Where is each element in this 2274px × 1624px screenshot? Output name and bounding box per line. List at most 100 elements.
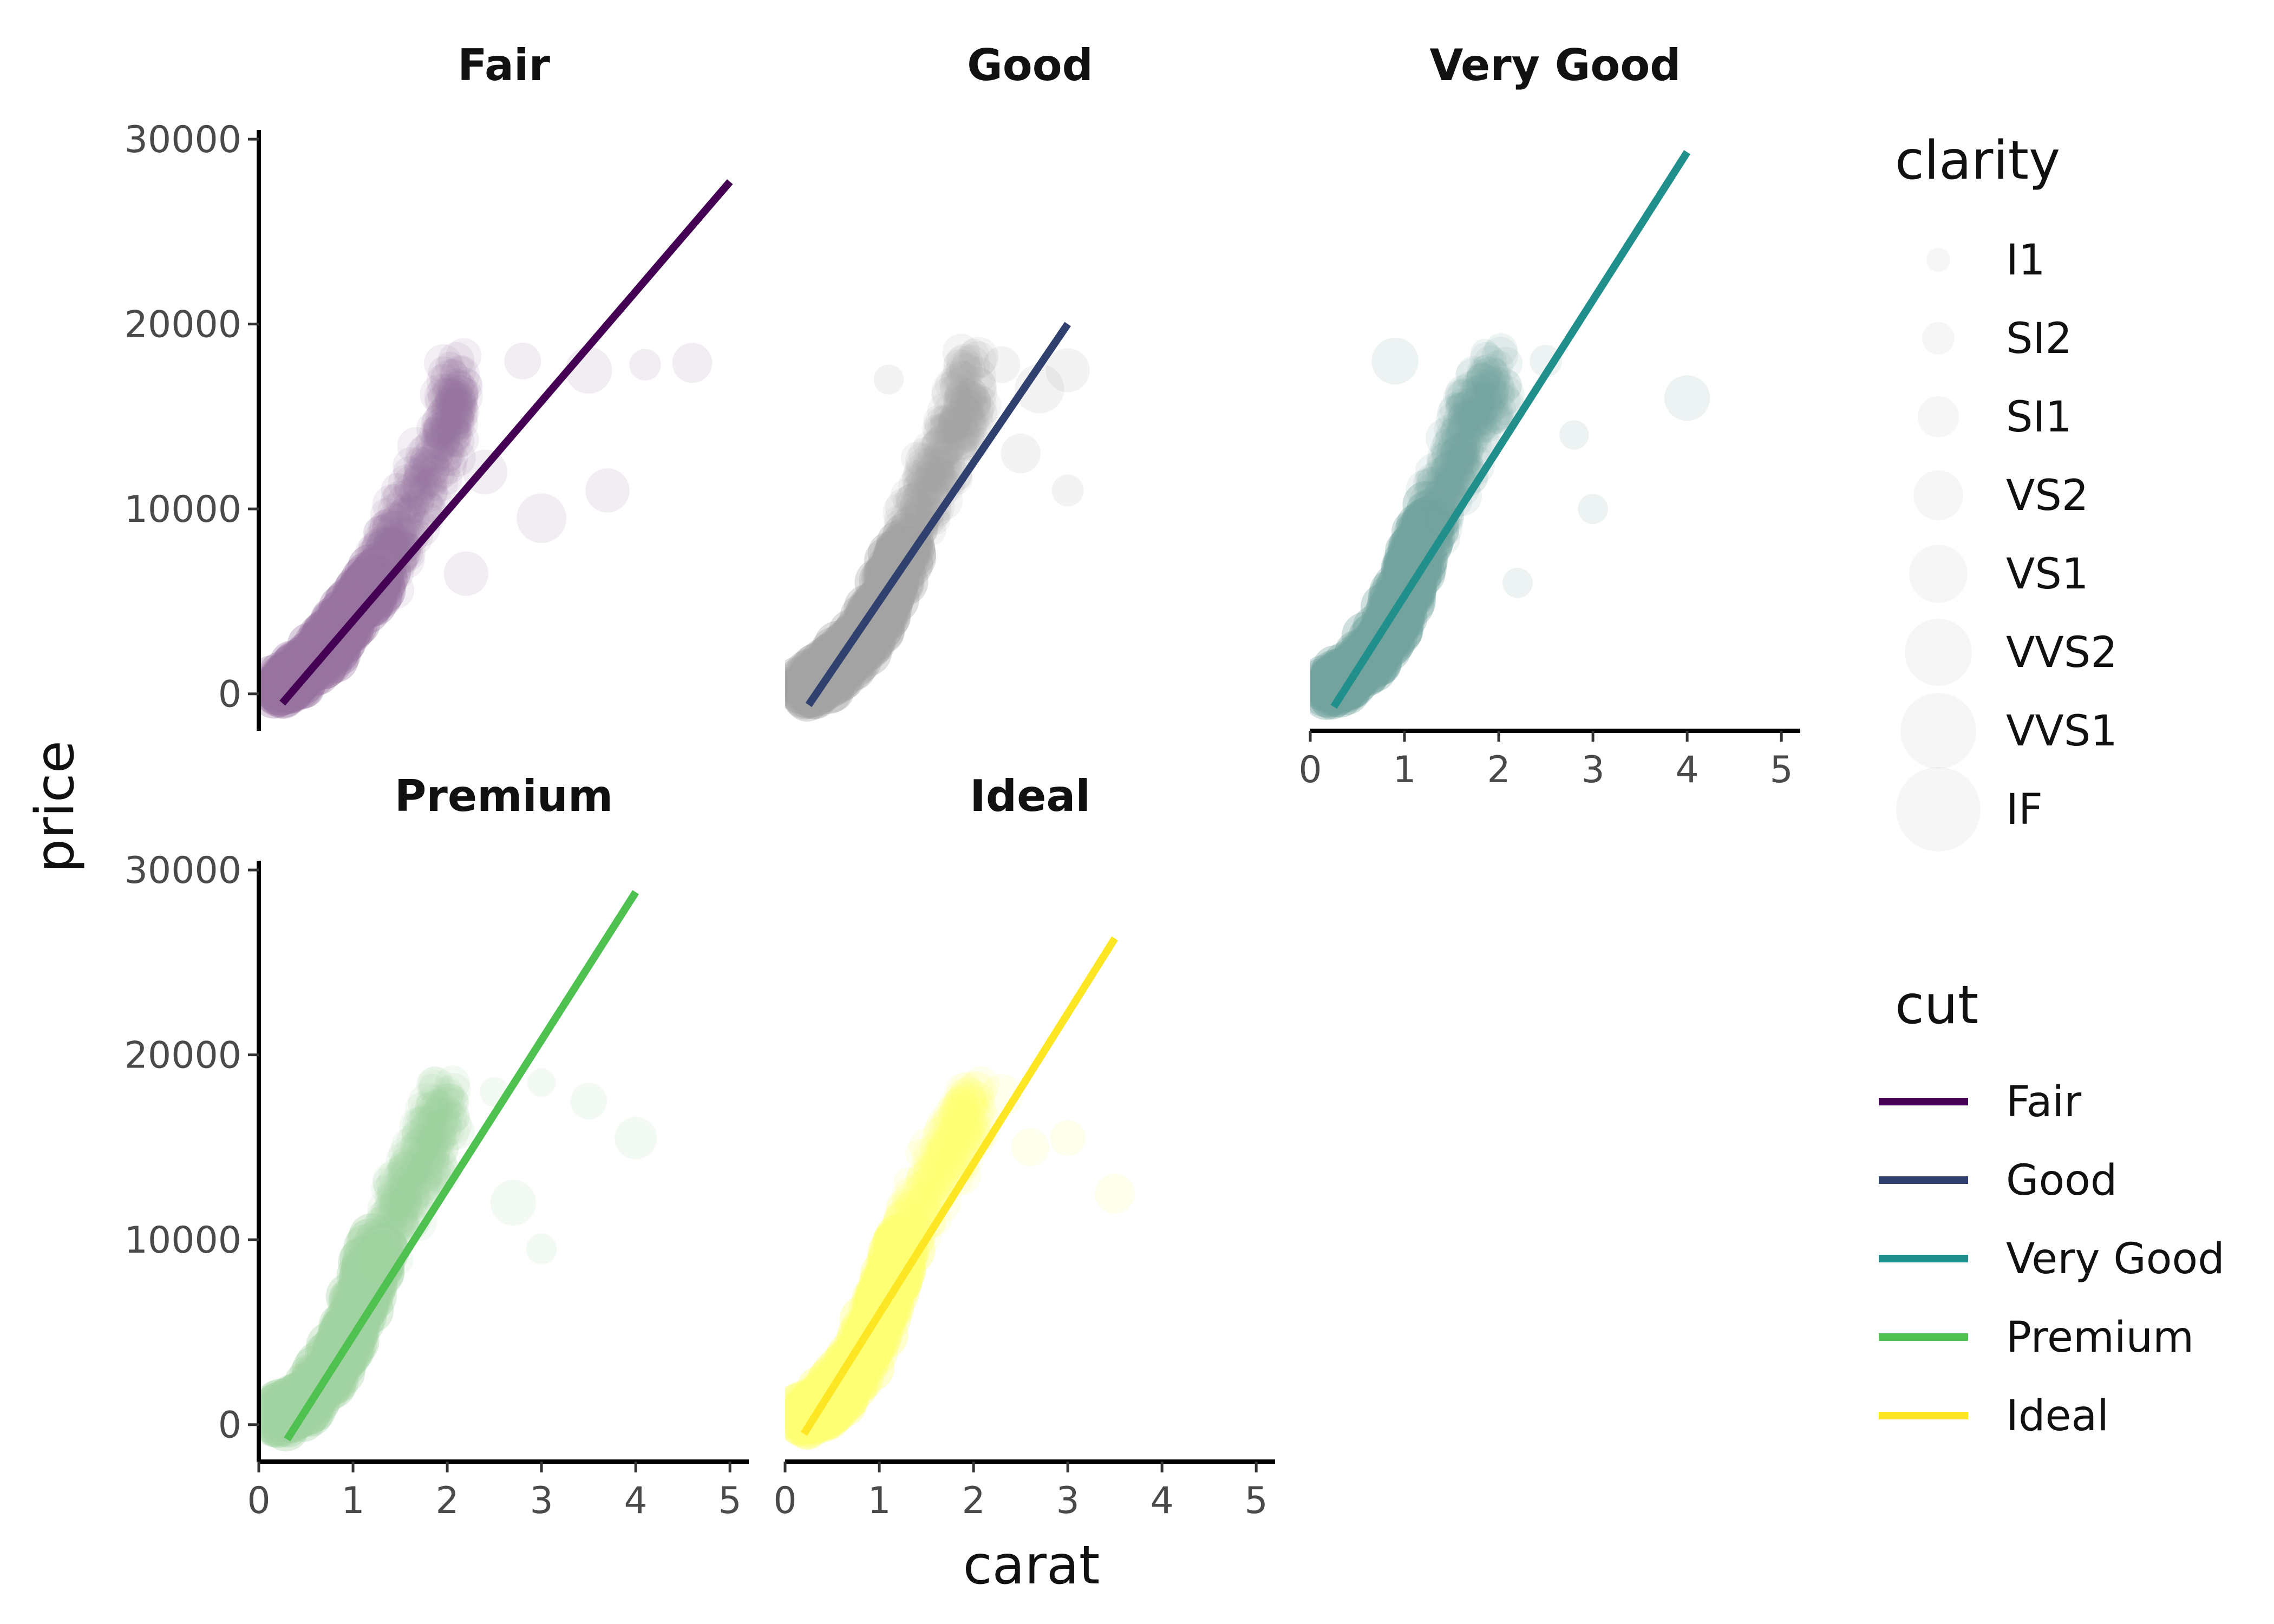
- y-tick-label: 0: [218, 1404, 241, 1447]
- point: [957, 1097, 994, 1134]
- point: [942, 1091, 977, 1127]
- point: [331, 585, 376, 630]
- point: [944, 427, 978, 460]
- point: [866, 1259, 910, 1304]
- point: [907, 1154, 945, 1191]
- point: [409, 1132, 440, 1162]
- point: [922, 456, 958, 493]
- point: [849, 610, 889, 650]
- point: [430, 1083, 460, 1112]
- point: [935, 420, 968, 452]
- point: [399, 1106, 438, 1146]
- point: [359, 574, 403, 618]
- point: [814, 620, 862, 670]
- point: [801, 654, 839, 692]
- point: [1427, 441, 1467, 481]
- point: [318, 601, 364, 648]
- point: [273, 653, 315, 695]
- point: [793, 642, 844, 692]
- point: [929, 1132, 958, 1161]
- point: [903, 470, 934, 501]
- legend-item-clarity: VVS1: [2006, 707, 2118, 756]
- point: [915, 459, 946, 491]
- point: [369, 514, 401, 546]
- point: [422, 434, 454, 466]
- point: [426, 363, 461, 398]
- point: [922, 428, 953, 459]
- point: [938, 407, 971, 439]
- point: [962, 386, 1002, 426]
- point: [1468, 384, 1508, 424]
- point: [850, 1325, 892, 1367]
- x-tick-label: 5: [718, 1479, 742, 1522]
- point: [905, 1161, 945, 1200]
- point: [355, 1229, 395, 1269]
- point: [940, 414, 981, 455]
- point: [936, 412, 970, 447]
- point: [1373, 562, 1421, 611]
- point: [424, 1122, 456, 1154]
- point: [426, 1110, 458, 1142]
- x-tick-label: 3: [1581, 749, 1604, 791]
- point: [393, 464, 433, 504]
- point: [948, 1110, 978, 1141]
- point: [369, 524, 398, 554]
- point: [273, 653, 320, 700]
- point: [322, 619, 367, 665]
- point: [268, 1402, 310, 1443]
- point: [947, 1099, 988, 1141]
- point: [813, 653, 863, 703]
- point: [870, 574, 920, 624]
- point: [940, 1128, 971, 1158]
- point: [297, 618, 344, 665]
- point: [876, 1213, 924, 1261]
- point: [1377, 603, 1420, 646]
- point: [305, 623, 344, 662]
- point: [424, 1091, 461, 1128]
- point: [296, 1359, 336, 1399]
- point: [865, 549, 911, 597]
- point: [879, 1225, 919, 1266]
- point: [385, 1155, 416, 1186]
- point: [946, 1117, 983, 1155]
- point: [811, 626, 859, 675]
- point: [269, 657, 315, 704]
- point: [866, 1259, 911, 1305]
- point: [1424, 496, 1465, 536]
- point: [1455, 435, 1484, 464]
- point: [346, 557, 385, 597]
- point: [1431, 441, 1465, 474]
- point: [1434, 458, 1475, 499]
- point: [393, 492, 422, 521]
- point: [912, 1136, 946, 1170]
- point: [315, 1324, 359, 1368]
- point: [1401, 499, 1445, 543]
- point: [1452, 401, 1486, 435]
- point: [919, 457, 956, 494]
- point: [379, 1187, 421, 1228]
- point: [1357, 636, 1397, 676]
- point: [358, 556, 403, 600]
- point: [269, 655, 317, 703]
- point: [867, 1254, 915, 1302]
- point: [1440, 437, 1479, 476]
- point: [1357, 628, 1401, 672]
- point: [854, 557, 905, 607]
- point: [1460, 387, 1495, 422]
- point: [1395, 575, 1436, 617]
- point: [896, 483, 926, 515]
- point: [434, 435, 464, 466]
- point: [1420, 498, 1452, 531]
- point: [415, 1155, 450, 1191]
- point: [950, 389, 984, 423]
- point: [259, 1394, 299, 1438]
- point: [401, 1119, 430, 1148]
- point: [848, 1322, 891, 1365]
- point: [1409, 481, 1449, 522]
- point: [946, 1118, 986, 1158]
- point: [380, 505, 412, 537]
- point: [407, 1106, 446, 1145]
- point: [1447, 442, 1476, 471]
- point: [1401, 497, 1450, 546]
- point: [918, 448, 954, 484]
